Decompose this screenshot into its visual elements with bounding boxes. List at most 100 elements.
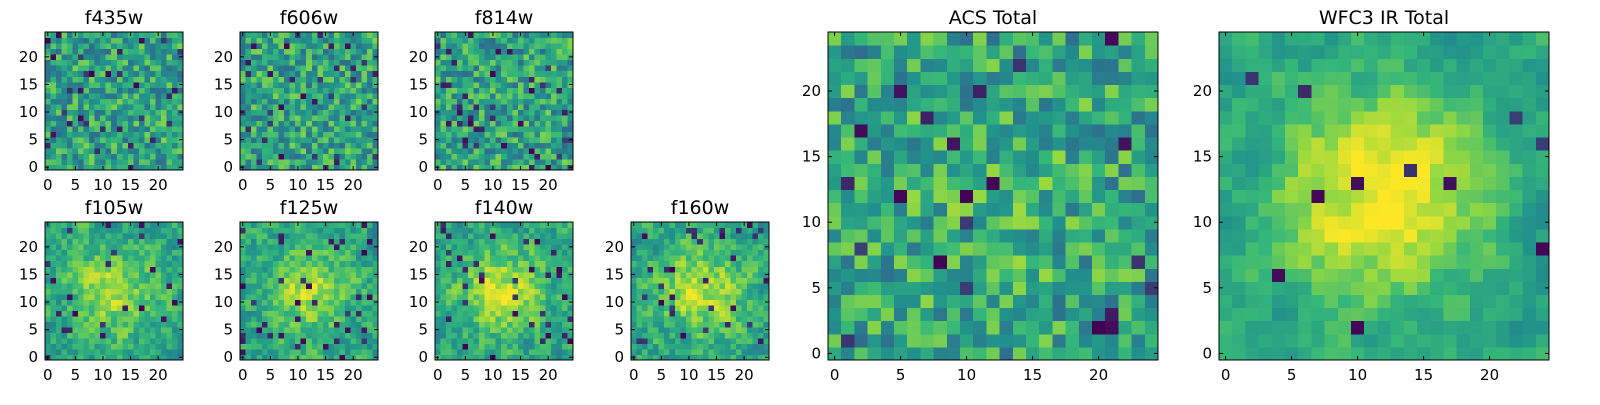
heatmap-cell (730, 327, 736, 333)
heatmap-cell (490, 115, 496, 121)
heatmap-cell (334, 137, 340, 143)
heatmap-cell (295, 321, 301, 327)
x-tick-label: 20 (344, 176, 363, 194)
heatmap-cell (301, 338, 307, 344)
heatmap-cell (960, 281, 974, 295)
heatmap-cell (719, 299, 725, 305)
heatmap-cell (703, 222, 709, 228)
heatmap-cell (659, 255, 665, 261)
heatmap-cell (367, 142, 373, 148)
heatmap-cell (139, 294, 145, 300)
heatmap-cell (100, 343, 106, 349)
heatmap-cell (637, 327, 643, 333)
heatmap-cell (920, 176, 934, 190)
heatmap-cell (144, 272, 150, 278)
heatmap-cell (251, 294, 257, 300)
heatmap-cell (881, 334, 895, 348)
heatmap-cell (463, 299, 469, 305)
heatmap-cell (920, 334, 934, 348)
heatmap-cell (100, 82, 106, 88)
heatmap-cell (106, 239, 112, 245)
heatmap-cell (139, 244, 145, 250)
heatmap-cell (474, 60, 480, 66)
heatmap-cell (100, 332, 106, 338)
heatmap-cell (496, 316, 502, 322)
heatmap-cell (122, 82, 128, 88)
heatmap-cell (703, 250, 709, 256)
heatmap-cell (681, 266, 687, 272)
heatmap-cell (960, 216, 974, 230)
heatmap-cell (51, 126, 57, 132)
heatmap-cell (562, 131, 568, 137)
heatmap-cell (268, 321, 274, 327)
heatmap-cell (111, 327, 117, 333)
heatmap-cell (512, 266, 518, 272)
heatmap-cell (986, 268, 1000, 282)
heatmap-cell (854, 229, 868, 243)
heatmap-cell (648, 299, 654, 305)
heatmap-cell (675, 250, 681, 256)
heatmap-cell (111, 49, 117, 55)
heatmap-cell (273, 54, 279, 60)
heatmap-cell (960, 176, 974, 190)
heatmap-cell (45, 49, 51, 55)
heatmap-cell (501, 126, 507, 132)
heatmap-cell (523, 233, 529, 239)
heatmap-cell (89, 228, 95, 234)
heatmap-cell (328, 87, 334, 93)
heatmap-cell (106, 250, 112, 256)
heatmap-cell (947, 347, 961, 361)
heatmap-cell (301, 272, 307, 278)
heatmap-cell (317, 109, 323, 115)
heatmap-cell (334, 310, 340, 316)
heatmap-cell (664, 261, 670, 267)
heatmap-cell (1000, 334, 1014, 348)
heatmap-cell (960, 242, 974, 256)
heatmap-cell (518, 277, 524, 283)
heatmap-cell (1105, 163, 1119, 177)
heatmap-cell (262, 120, 268, 126)
heatmap-cell (463, 131, 469, 137)
heatmap-cell (301, 261, 307, 267)
heatmap-cell (730, 343, 736, 349)
heatmap-cell (529, 310, 535, 316)
heatmap-cell (73, 82, 79, 88)
heatmap-cell (306, 82, 312, 88)
heatmap-cell (708, 316, 714, 322)
heatmap-cell (323, 277, 329, 283)
heatmap-cell (144, 261, 150, 267)
heatmap-cell (279, 142, 285, 148)
heatmap-cell (719, 327, 725, 333)
x-tick-label: 15 (511, 176, 530, 194)
heatmap-cell (367, 32, 373, 38)
heatmap-cell (894, 308, 908, 322)
heatmap-cell (246, 109, 252, 115)
heatmap-cell (474, 343, 480, 349)
heatmap-cell (89, 283, 95, 289)
heatmap-cell (251, 38, 257, 44)
heatmap-cell (284, 305, 290, 311)
heatmap-cell (496, 109, 502, 115)
heatmap-cell (95, 109, 101, 115)
heatmap-cell (1066, 216, 1080, 230)
heatmap-cell (947, 203, 961, 217)
heatmap-cell (117, 71, 123, 77)
heatmap-cell (529, 76, 535, 82)
heatmap-cell (664, 272, 670, 278)
heatmap-cell (474, 266, 480, 272)
heatmap-cell (501, 142, 507, 148)
heatmap-cell (273, 49, 279, 55)
heatmap-cell (161, 142, 167, 148)
heatmap-cell (479, 277, 485, 283)
heatmap-cell (562, 332, 568, 338)
heatmap-cell (490, 272, 496, 278)
heatmap-cell (111, 222, 117, 228)
heatmap-cell (328, 71, 334, 77)
heatmap-cell (133, 126, 139, 132)
heatmap-cell (345, 32, 351, 38)
heatmap-cell (496, 332, 502, 338)
heatmap-cell (356, 93, 362, 99)
heatmap-cell (45, 283, 51, 289)
heatmap-cell (934, 189, 948, 203)
heatmap-cell (312, 115, 318, 121)
